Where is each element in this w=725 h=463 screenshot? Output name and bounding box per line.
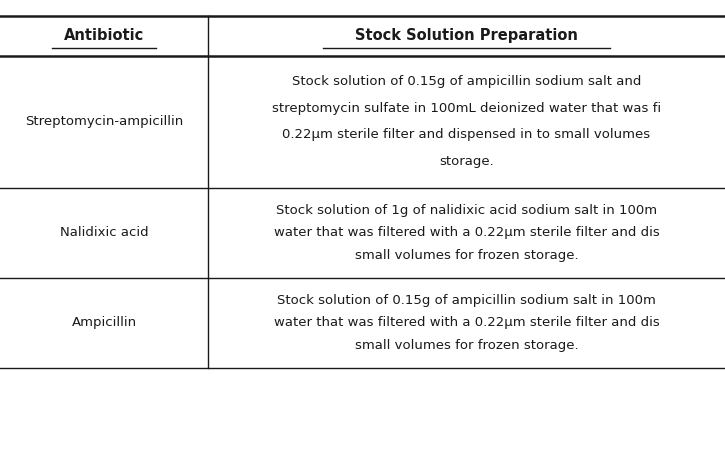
Text: small volumes for frozen storage.: small volumes for frozen storage. xyxy=(355,339,579,352)
Text: Streptomycin-ampicillin: Streptomycin-ampicillin xyxy=(25,115,183,128)
Text: Stock solution of 1g of nalidixic acid sodium salt in 100m: Stock solution of 1g of nalidixic acid s… xyxy=(276,204,657,217)
Text: water that was filtered with a 0.22μm sterile filter and dis: water that was filtered with a 0.22μm st… xyxy=(273,316,660,330)
Text: small volumes for frozen storage.: small volumes for frozen storage. xyxy=(355,249,579,262)
Text: 0.22μm sterile filter and dispensed in to small volumes: 0.22μm sterile filter and dispensed in t… xyxy=(283,128,650,141)
Text: Stock solution of 0.15g of ampicillin sodium salt in 100m: Stock solution of 0.15g of ampicillin so… xyxy=(277,294,656,307)
Text: water that was filtered with a 0.22μm sterile filter and dis: water that was filtered with a 0.22μm st… xyxy=(273,226,660,239)
Text: Ampicillin: Ampicillin xyxy=(72,316,136,330)
Text: storage.: storage. xyxy=(439,155,494,168)
Text: Stock Solution Preparation: Stock Solution Preparation xyxy=(355,28,578,44)
Text: Antibiotic: Antibiotic xyxy=(64,28,144,44)
Text: Nalidixic acid: Nalidixic acid xyxy=(59,226,149,239)
Text: Stock solution of 0.15g of ampicillin sodium salt and: Stock solution of 0.15g of ampicillin so… xyxy=(292,75,641,88)
Text: streptomycin sulfate in 100mL deionized water that was fi: streptomycin sulfate in 100mL deionized … xyxy=(272,102,661,115)
